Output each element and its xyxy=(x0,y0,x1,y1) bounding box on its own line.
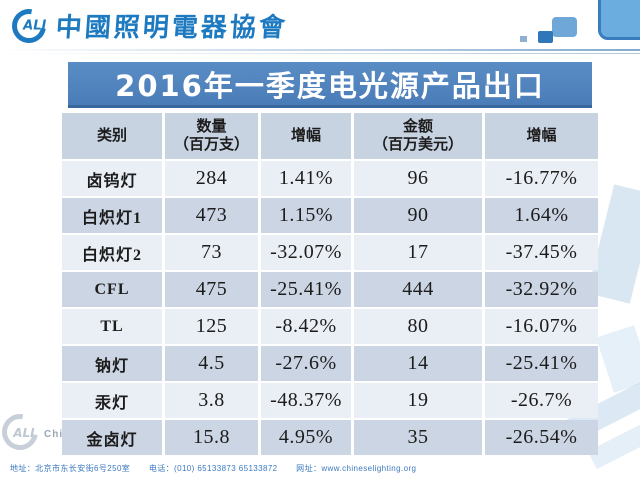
table-cell: -26.7% xyxy=(485,383,598,418)
table-cell: -26.54% xyxy=(485,420,598,455)
decor-square-dark xyxy=(538,31,553,43)
table-cell: TL xyxy=(62,309,162,344)
decor-square-medium xyxy=(552,17,577,37)
column-header-growth-amt: 增幅 xyxy=(485,113,598,159)
table-cell: -25.41% xyxy=(485,346,598,381)
cali-watermark-logo-icon: ALI xyxy=(0,406,46,458)
footer-website: 网址：www.chineselighting.org xyxy=(296,464,417,473)
table-cell: 444 xyxy=(354,272,482,307)
table-cell: 475 xyxy=(165,272,258,307)
export-data-table: 类别 数量 （百万支） 增幅 金额 （百万美元） 增幅 卤钨灯 284 1.41… xyxy=(62,113,598,455)
org-name-calligraphy: 中國照明電器協會 xyxy=(54,13,289,43)
table-cell: 19 xyxy=(354,383,482,418)
table-cell: 钠灯 xyxy=(62,346,162,381)
cali-ring-logo-icon: ALI xyxy=(5,1,53,50)
footer-address: 地址：北京市东长安街6号250室 xyxy=(10,464,131,473)
table-cell: 73 xyxy=(165,235,258,270)
table-cell: CFL xyxy=(62,272,162,307)
table-cell: -25.41% xyxy=(261,272,351,307)
table-cell: 1.64% xyxy=(485,198,598,233)
right-watermark-shape xyxy=(596,325,640,393)
header-separator-line xyxy=(0,49,640,51)
table-cell: 4.5 xyxy=(165,346,258,381)
table-cell: 35 xyxy=(354,420,482,455)
watermark-text-fragment: Chi xyxy=(44,429,64,440)
header-separator-line xyxy=(0,53,640,54)
cali-logo-mark-text: ALI xyxy=(23,18,47,34)
footer-contact-line: 地址：北京市东长安街6号250室 电话：(010) 65133873 65133… xyxy=(10,463,432,474)
column-header-quantity: 数量 （百万支） xyxy=(165,113,258,159)
column-header-category: 类别 xyxy=(62,113,162,159)
table-cell: -32.92% xyxy=(485,272,598,307)
footer-phone: 电话：(010) 65133873 65133872 xyxy=(148,464,278,473)
column-header-growth-qty: 增幅 xyxy=(261,113,351,159)
table-cell: 金卤灯 xyxy=(62,420,162,455)
table-cell: 白炽灯1 xyxy=(62,198,162,233)
table-cell: -27.6% xyxy=(261,346,351,381)
table-cell: 汞灯 xyxy=(62,383,162,418)
table-cell: 1.15% xyxy=(261,198,351,233)
table-cell: 96 xyxy=(354,161,482,196)
table-cell: 14 xyxy=(354,346,482,381)
table-cell: 3.8 xyxy=(165,383,258,418)
table-cell: 15.8 xyxy=(165,420,258,455)
table-cell: 90 xyxy=(354,198,482,233)
table-cell: 17 xyxy=(354,235,482,270)
slide-title: 2016年一季度电光源产品出口 xyxy=(115,68,545,103)
table-cell: 80 xyxy=(354,309,482,344)
table-cell: 4.95% xyxy=(261,420,351,455)
cali-watermark-mark-text: ALI xyxy=(13,425,35,440)
table-cell: 1.41% xyxy=(261,161,351,196)
decor-square-tiny xyxy=(520,36,527,42)
column-header-amount: 金额 （百万美元） xyxy=(354,113,482,159)
table-cell: 125 xyxy=(165,309,258,344)
table-cell: 473 xyxy=(165,198,258,233)
table-cell: -32.07% xyxy=(261,235,351,270)
table-cell: 白炽灯2 xyxy=(62,235,162,270)
table-cell: -48.37% xyxy=(261,383,351,418)
table-cell: -16.07% xyxy=(485,309,598,344)
table-cell: 284 xyxy=(165,161,258,196)
org-logo: ALI 中國照明電器協會 xyxy=(5,1,289,50)
table-cell: -8.42% xyxy=(261,309,351,344)
table-cell: -37.45% xyxy=(485,235,598,270)
table-cell: -16.77% xyxy=(485,161,598,196)
table-cell: 卤钨灯 xyxy=(62,161,162,196)
decor-square-large xyxy=(598,0,640,40)
slide-title-banner: 2016年一季度电光源产品出口 xyxy=(68,62,592,108)
